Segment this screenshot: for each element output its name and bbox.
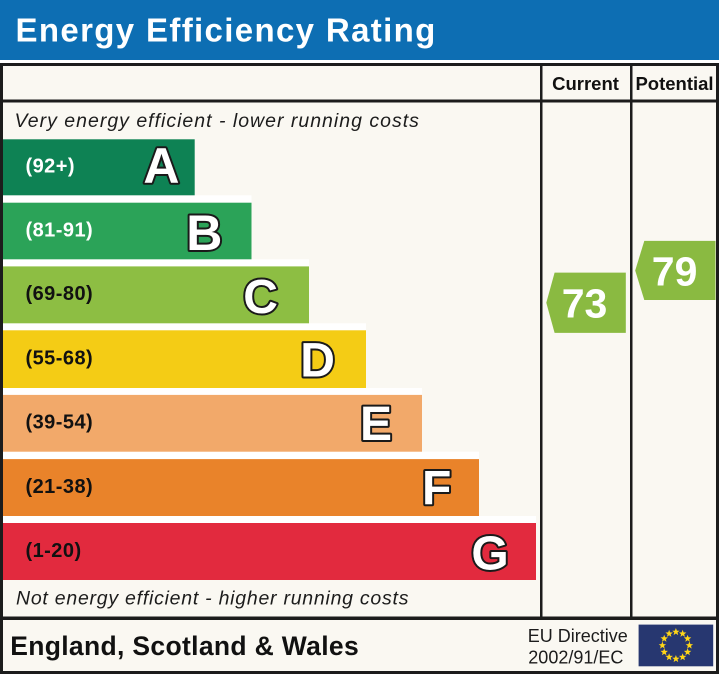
svg-text:C: C <box>243 271 278 324</box>
svg-text:(21-38): (21-38) <box>26 476 94 498</box>
svg-text:Very energy efficient - lower: Very energy efficient - lower running co… <box>15 110 420 132</box>
svg-text:(1-20): (1-20) <box>26 540 82 562</box>
svg-text:EU Directive: EU Directive <box>528 626 628 646</box>
svg-text:England, Scotland & Wales: England, Scotland & Wales <box>10 631 359 661</box>
svg-text:Current: Current <box>552 73 619 94</box>
svg-text:79: 79 <box>652 248 698 294</box>
svg-text:(39-54): (39-54) <box>26 412 94 434</box>
svg-text:Energy Efficiency Rating: Energy Efficiency Rating <box>16 12 437 49</box>
svg-text:(81-91): (81-91) <box>26 219 94 241</box>
svg-text:E: E <box>360 398 392 451</box>
svg-text:F: F <box>422 462 451 515</box>
svg-text:B: B <box>186 205 222 261</box>
svg-text:G: G <box>471 527 508 580</box>
svg-text:A: A <box>143 138 179 194</box>
svg-text:Potential: Potential <box>635 73 713 94</box>
svg-text:73: 73 <box>562 281 608 327</box>
svg-text:(55-68): (55-68) <box>26 348 94 370</box>
svg-text:D: D <box>300 334 335 387</box>
svg-text:(92+): (92+) <box>26 156 76 178</box>
svg-text:2002/91/EC: 2002/91/EC <box>528 647 623 667</box>
svg-text:(69-80): (69-80) <box>26 283 94 305</box>
svg-text:Not energy efficient - higher: Not energy efficient - higher running co… <box>16 587 409 609</box>
